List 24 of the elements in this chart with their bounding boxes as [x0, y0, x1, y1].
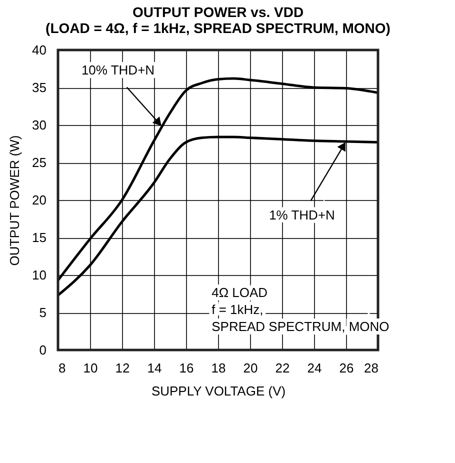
x-tick-label: 20: [243, 360, 258, 376]
y-tick-label: 30: [32, 118, 46, 132]
x-tick-label: 24: [307, 360, 322, 376]
x-tick-label: 10: [83, 360, 98, 376]
x-tick-label: 8: [58, 360, 66, 376]
y-tick-label: 35: [32, 80, 46, 95]
x-tick-label: 18: [211, 360, 226, 376]
x-tick-label: 12: [115, 360, 130, 376]
y-tick-label: 20: [32, 192, 46, 208]
x-tick-label: 26: [339, 360, 354, 376]
x-axis-title: SUPPLY VOLTAGE (V): [151, 384, 286, 398]
y-tick-label: 25: [32, 155, 46, 170]
y-axis-title: OUTPUT POWER (W): [7, 135, 22, 266]
x-tick-label: 14: [147, 360, 162, 376]
y-tick-label: 40: [32, 42, 46, 58]
x-tick-label: 28: [364, 360, 378, 376]
y-tick-label: 15: [32, 230, 46, 245]
x-tick-label: 22: [275, 360, 290, 376]
y-tick-label: 5: [39, 305, 46, 320]
chart-subtitle: (LOAD = 4Ω, f = 1kHz, SPREAD SPECTRUM, MONO): [46, 20, 390, 36]
chart-title: OUTPUT POWER vs. VDD: [132, 4, 304, 20]
y-tick-label: 10: [32, 268, 46, 282]
x-tick-label: 16: [179, 360, 194, 376]
y-tick-label: 0: [39, 342, 46, 358]
